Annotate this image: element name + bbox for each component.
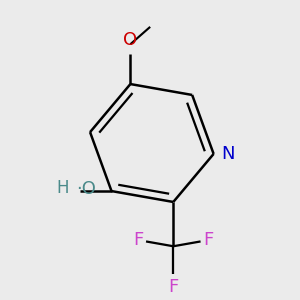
- Text: F: F: [203, 231, 214, 249]
- Text: H: H: [57, 179, 69, 197]
- Text: O: O: [123, 31, 137, 49]
- Text: N: N: [222, 145, 235, 163]
- Text: ·O: ·O: [76, 180, 96, 198]
- Text: F: F: [168, 278, 178, 296]
- Text: F: F: [133, 231, 143, 249]
